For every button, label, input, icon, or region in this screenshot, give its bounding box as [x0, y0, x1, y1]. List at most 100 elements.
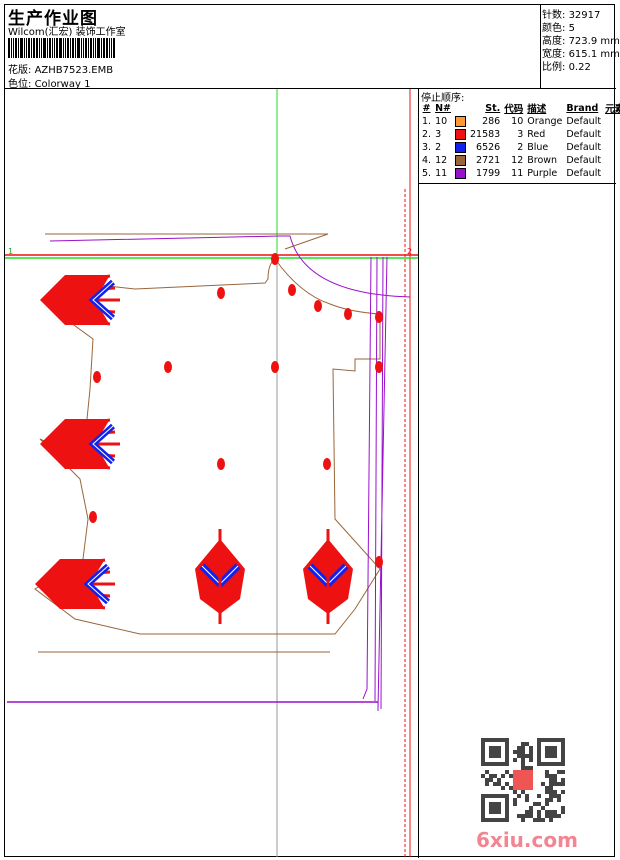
row-code: 3: [517, 129, 524, 140]
qr-module: [549, 790, 553, 794]
qr-module: [549, 778, 553, 782]
row-stitches: 21583: [470, 129, 501, 140]
stop-sequence-table: # N# St. 代码 描述 Brand 元素 1. 10 286 10 Ora…: [420, 101, 620, 180]
qr-module: [493, 754, 497, 758]
stat-colors: 颜色: 5: [542, 23, 575, 34]
qr-module: [545, 738, 549, 742]
table-divider: [418, 183, 616, 184]
qr-module: [517, 814, 521, 818]
qr-module: [521, 766, 525, 770]
watermark-logo: 6xiu.com: [476, 828, 578, 852]
qr-module: [509, 786, 513, 790]
qr-module: [557, 738, 561, 742]
qr-module: [505, 798, 509, 802]
stop-sequence-row: 1. 10 286 10 Orange Default: [420, 115, 620, 128]
barcode-bar: [88, 38, 89, 58]
qr-module: [481, 762, 485, 766]
barcode-bar: [101, 38, 102, 58]
red-dot-motif: [323, 458, 331, 470]
row-element: [603, 154, 620, 167]
row-brand: Default: [566, 168, 602, 179]
row-desc: Orange: [527, 116, 563, 127]
qr-module: [481, 806, 485, 810]
qr-module: [549, 774, 553, 778]
qr-module: [537, 802, 541, 806]
qr-module: [557, 782, 561, 786]
barcode-bar: [11, 38, 12, 58]
qr-module: [561, 746, 565, 750]
barcode-bar: [72, 38, 74, 58]
barcode-bar: [43, 38, 46, 58]
side-motif-white-line: [92, 281, 114, 319]
qr-module: [521, 814, 525, 818]
barcode-bar: [26, 38, 27, 58]
col-needle: N#: [435, 102, 451, 114]
brown-outline-top: [45, 233, 329, 250]
row-stitches: 6526: [476, 142, 501, 153]
qr-module: [513, 790, 517, 794]
row-desc: Brown: [527, 155, 558, 166]
barcode-bar: [95, 38, 96, 58]
red-dot-motif: [375, 311, 383, 323]
qr-module: [529, 814, 533, 818]
row-index: 1.: [422, 116, 432, 127]
qr-module: [489, 746, 493, 750]
barcode-bar: [13, 38, 14, 58]
row-index: 2.: [422, 129, 432, 140]
qr-module: [493, 746, 497, 750]
qr-module: [489, 810, 493, 814]
barcode-bar: [90, 38, 92, 58]
qr-module: [529, 754, 533, 758]
stat-stitches: 针数: 32917: [542, 10, 601, 21]
qr-module: [481, 794, 485, 798]
colorway-label: 色位:: [8, 79, 32, 90]
red-dot-motif: [375, 361, 383, 373]
colorway: 色位: Colorway 1: [8, 75, 90, 90]
qr-module: [489, 802, 493, 806]
barcode-bar: [52, 38, 53, 58]
qr-module: [505, 810, 509, 814]
side-motif-white-line: [92, 425, 114, 463]
qr-module: [525, 814, 529, 818]
qr-module: [561, 778, 565, 782]
qr-module: [537, 758, 541, 762]
barcode-bar: [77, 38, 80, 58]
row-needle: 3: [435, 129, 442, 140]
purple-outline-side: [362, 256, 388, 710]
qr-module: [533, 818, 537, 822]
col-code: 代码: [504, 104, 524, 115]
col-element: 元素: [605, 104, 620, 115]
embroidery-motifs: [35, 253, 383, 624]
qr-module: [481, 802, 485, 806]
qr-module: [561, 754, 565, 758]
qr-module: [489, 794, 493, 798]
qr-module: [561, 762, 565, 766]
embroidery-design-canvas: 1 2: [5, 89, 418, 857]
qr-module: [545, 762, 549, 766]
qr-module: [493, 802, 497, 806]
qr-module: [549, 794, 553, 798]
qr-module: [497, 782, 501, 786]
qr-module: [529, 810, 533, 814]
qr-module: [521, 754, 525, 758]
stop-sequence-title: 停止顺序:: [421, 93, 465, 104]
row-brand: Default: [566, 142, 602, 153]
qr-module: [485, 782, 489, 786]
barcode: [8, 38, 116, 58]
qr-module: [549, 746, 553, 750]
barcode-bar: [67, 38, 69, 58]
qr-module: [545, 770, 549, 774]
qr-module: [525, 794, 529, 798]
qr-module: [505, 782, 509, 786]
qr-module: [493, 806, 497, 810]
qr-module: [541, 738, 545, 742]
qr-module: [541, 762, 545, 766]
qr-module: [493, 762, 497, 766]
qr-module: [497, 778, 501, 782]
qr-module: [525, 810, 529, 814]
qr-module: [505, 806, 509, 810]
qr-module: [553, 774, 557, 778]
red-dot-motif: [344, 308, 352, 320]
row-desc: Purple: [527, 168, 558, 179]
side-motif-white-line: [87, 565, 109, 603]
